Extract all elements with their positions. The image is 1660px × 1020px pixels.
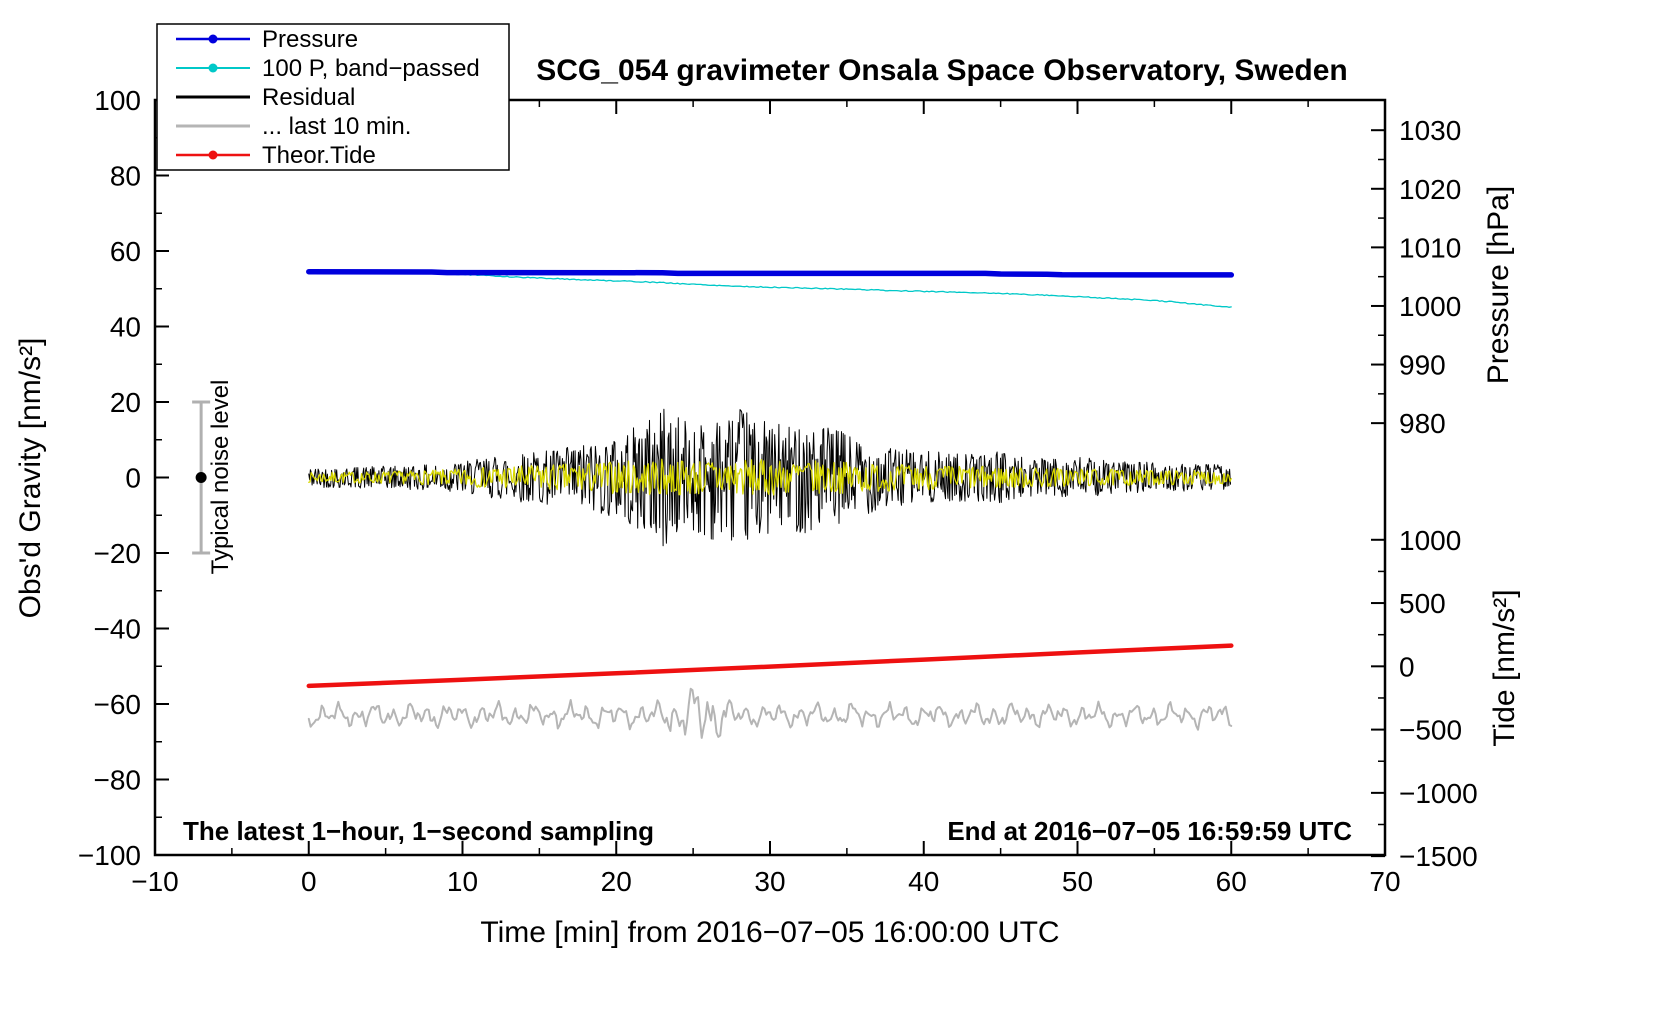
x-tick-label: 40 <box>908 866 939 897</box>
series-pressure <box>306 268 1235 278</box>
series-yellow-band-passed-residual <box>308 458 1232 496</box>
pressure-tick-label: 990 <box>1399 350 1446 381</box>
legend-swatch-dot <box>208 34 218 44</box>
pressure-tick-label: 1020 <box>1399 174 1461 205</box>
tide-axis-label: Tide [nm/s²] <box>1488 589 1521 746</box>
tide-tick-label: 1000 <box>1399 525 1461 556</box>
legend-item-residual: Residual <box>176 84 355 111</box>
pressure-tick-label: 1010 <box>1399 232 1461 263</box>
tide-tick-label: −1000 <box>1399 778 1478 809</box>
axes-layer: −10 0 10 20 30 40 50 60 70−100−80−60−40−20020406… <box>78 85 1478 897</box>
x-tick-label: 50 <box>1062 866 1093 897</box>
legend: Pressure 100 P, band−passed Residual ...… <box>156 23 510 171</box>
pressure-axis-label: Pressure [hPa] <box>1482 186 1515 384</box>
legend-item-label: Pressure <box>262 26 358 53</box>
sampling-annotation: The latest 1−hour, 1−second sampling <box>183 816 654 846</box>
gravity-tick-label: −100 <box>78 840 141 871</box>
tide-tick-label: −1500 <box>1399 841 1478 872</box>
tide-tick-label: −500 <box>1399 715 1462 746</box>
x-tick-label: 70 <box>1369 866 1400 897</box>
pressure-tick-label: 1000 <box>1399 291 1461 322</box>
legend-item-label: Theor.Tide <box>262 142 376 169</box>
gravity-tick-label: −60 <box>94 689 142 720</box>
series-residual-last-10min <box>307 687 1233 739</box>
x-tick-label: −10 <box>131 866 179 897</box>
noise-level-dot <box>195 472 207 483</box>
tide-tick-label: 500 <box>1399 588 1446 619</box>
gravity-tick-label: 60 <box>110 236 141 267</box>
noise-marker-layer <box>192 400 211 555</box>
x-axis-label: Time [min] from 2016−07−05 16:00:00 UTC <box>480 916 1059 949</box>
gravity-tick-label: 40 <box>110 312 141 343</box>
legend-swatch-dot <box>208 63 218 73</box>
series-residual <box>308 408 1231 547</box>
gravity-tick-label: −80 <box>94 765 142 796</box>
legend-item-band-passed-pressure: 100 P, band−passed <box>176 55 480 82</box>
x-tick-label: 30 <box>754 866 785 897</box>
gravity-tick-label: 20 <box>110 387 141 418</box>
pressure-tick-label: 1030 <box>1399 115 1461 146</box>
x-tick-label: 10 <box>447 866 478 897</box>
gravity-tick-label: −20 <box>94 538 142 569</box>
x-tick-label: 60 <box>1216 866 1247 897</box>
gravity-axis-label: Obs'd Gravity [nm/s²] <box>14 338 47 619</box>
end-time-annotation: End at 2016−07−05 16:59:59 UTC <box>947 816 1352 846</box>
legend-swatch-dot <box>208 150 218 160</box>
x-tick-label: 20 <box>601 866 632 897</box>
legend-item-label: ... last 10 min. <box>262 113 411 140</box>
series-theor-tide <box>306 643 1234 689</box>
legend-item-label: 100 P, band−passed <box>262 55 480 82</box>
legend-item-theor-tide: Theor.Tide <box>176 142 376 169</box>
gravity-tick-label: 100 <box>94 85 141 116</box>
series-layer <box>306 268 1235 739</box>
tide-tick-label: 0 <box>1399 651 1415 682</box>
chart-title: SCG_054 gravimeter Onsala Space Observat… <box>536 54 1348 87</box>
noise-level-label: Typical noise level <box>207 380 234 575</box>
legend-item-last-10-min: ... last 10 min. <box>176 113 411 140</box>
gravity-tick-label: 0 <box>125 463 141 494</box>
legend-item-label: Residual <box>262 84 355 111</box>
gravity-tick-label: 80 <box>110 161 141 192</box>
gravity-tick-label: −40 <box>94 614 142 645</box>
x-tick-label: 0 <box>301 866 317 897</box>
legend-item-pressure: Pressure <box>176 26 358 53</box>
pressure-tick-label: 980 <box>1399 408 1446 439</box>
